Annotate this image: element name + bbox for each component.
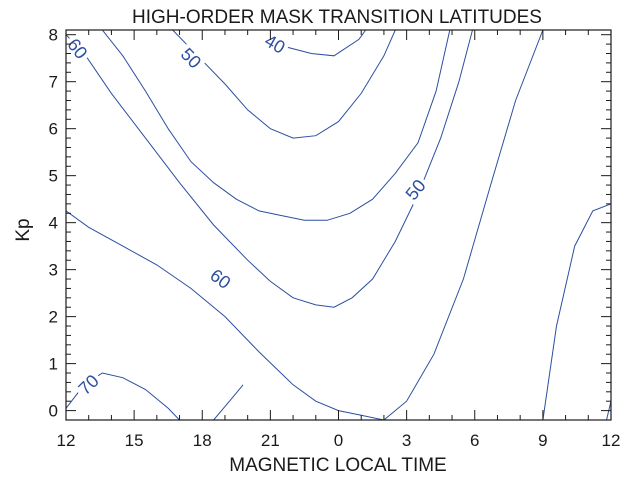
x-tick-label: 12 (57, 431, 76, 450)
plot-frame (65, 29, 612, 421)
x-tick-label: 3 (402, 431, 411, 450)
y-tick-label: 7 (49, 73, 58, 92)
contour-label: 40 (261, 30, 288, 57)
x-tick-label: 12 (602, 431, 621, 450)
y-tick-label: 8 (49, 26, 58, 45)
contour-label-bg (174, 41, 208, 75)
x-axis-label: MAGNETIC LOCAL TIME (229, 455, 446, 476)
contour-line (172, 30, 396, 139)
y-tick-label: 2 (49, 308, 58, 327)
y-tick-label: 0 (49, 402, 58, 421)
contour-label: 50 (402, 176, 430, 204)
x-tick-label: 6 (470, 431, 479, 450)
contour-label-bg (399, 173, 432, 207)
y-tick-label: 5 (49, 167, 58, 186)
x-tick-label: 0 (334, 431, 343, 450)
y-axis-ticks: 0 1 2 3 4 5 6 7 8 (49, 26, 611, 421)
y-tick-label: 4 (49, 214, 58, 233)
contour-line (101, 30, 451, 221)
contour-line (542, 203, 611, 420)
contour-label: 50 (177, 44, 205, 72)
x-tick-label: 18 (193, 431, 212, 450)
contour-label-bg (203, 263, 237, 295)
x-tick-label: 21 (261, 431, 280, 450)
x-tick-label: 15 (125, 431, 144, 450)
contour-label-bg (258, 28, 292, 60)
y-tick-label: 3 (49, 261, 58, 280)
contour-label: 60 (206, 265, 234, 293)
y-tick-label: 1 (49, 355, 58, 374)
contour-label-bg (61, 32, 94, 66)
y-axis-label: Kp (13, 218, 34, 241)
chart-title: HIGH-ORDER MASK TRANSITION LATITUDES (132, 7, 542, 28)
contour-line (66, 30, 473, 308)
x-axis-ticks: 12 15 18 21 0 3 6 9 12 (57, 30, 621, 450)
contour-line (66, 30, 544, 420)
contour-label-bg (72, 368, 105, 401)
x-tick-label: 9 (538, 431, 547, 450)
contour-line (213, 384, 244, 420)
contour-lines (66, 30, 611, 420)
y-tick-label: 6 (49, 120, 58, 139)
